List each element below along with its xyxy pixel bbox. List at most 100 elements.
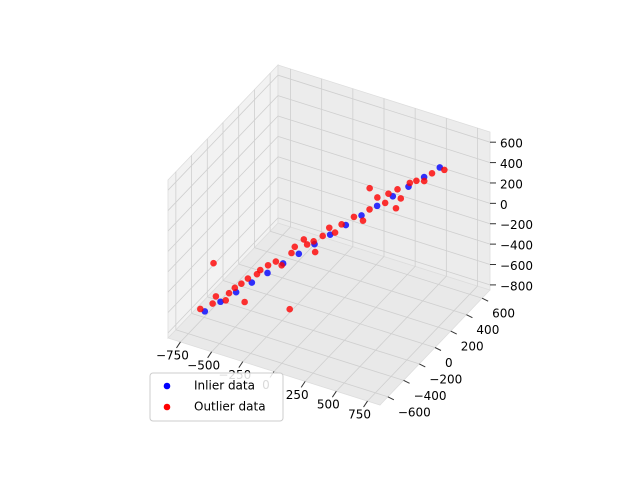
data-point (381, 199, 389, 207)
data-point (212, 293, 220, 300)
data-point (264, 261, 272, 269)
tick-mark (450, 330, 457, 335)
tick-label: 750 (348, 408, 371, 422)
grid-line (277, 115, 491, 184)
data-point (413, 177, 420, 185)
data-point (441, 166, 448, 174)
grid-line (167, 176, 279, 293)
grid-line (277, 197, 491, 265)
data-point (244, 275, 252, 282)
tick-label: 0 (500, 198, 508, 212)
data-point (222, 297, 230, 304)
data-point (272, 258, 280, 265)
data-point (325, 224, 333, 232)
data-point (300, 236, 308, 243)
data-point (217, 298, 224, 306)
data-point (373, 202, 381, 210)
legend-box (149, 372, 284, 422)
tick-label: 600 (500, 137, 523, 151)
tick-mark (403, 379, 410, 384)
data-point (338, 221, 345, 228)
data-point (331, 229, 339, 236)
grid-line (191, 312, 404, 381)
tick-mark (363, 400, 368, 408)
data-point (295, 250, 303, 258)
data-point (394, 186, 401, 193)
grid-line (277, 135, 491, 204)
data-point (392, 204, 400, 212)
grid-line (277, 95, 491, 163)
data-point (406, 179, 414, 187)
data-point (303, 241, 311, 248)
grid-line (167, 95, 279, 211)
tick-label: 400 (476, 323, 499, 337)
grid-line (254, 247, 467, 316)
data-point (248, 279, 256, 286)
data-point (278, 262, 285, 269)
data-point (210, 259, 217, 267)
legend-marker (163, 382, 171, 390)
data-point (366, 184, 373, 192)
data-point (286, 305, 294, 313)
data-point (231, 284, 239, 292)
grid-line (167, 136, 279, 252)
grid-line (175, 329, 388, 398)
grid-line (277, 156, 491, 225)
tick-mark (331, 390, 337, 398)
legend: Inlier data Outlier data (149, 372, 284, 422)
tick-label: 400 (500, 157, 523, 171)
data-point (366, 206, 373, 213)
grid-line (167, 217, 279, 334)
grid-line (167, 115, 279, 232)
tick-label: −750 (156, 348, 189, 362)
grid-line (238, 263, 451, 332)
grid-line (277, 217, 491, 286)
legend-label: Outlier data (194, 400, 266, 414)
tick-label: −800 (500, 279, 533, 293)
grid-line (207, 296, 420, 365)
data-point (310, 238, 317, 245)
grid-line (167, 74, 279, 191)
tick-mark (466, 314, 473, 319)
data-point (264, 269, 271, 277)
grid-line (167, 156, 279, 273)
grid (167, 68, 496, 408)
grid-line (277, 74, 491, 143)
tick-mark (238, 361, 244, 368)
data-point (350, 213, 358, 221)
data-point (319, 232, 327, 240)
tick-label: 250 (286, 388, 309, 402)
data-point (241, 298, 248, 306)
tick-labels: −750−500−2500250500750−600−400−200020040… (156, 137, 533, 422)
legend-marker (163, 403, 171, 411)
data-point (420, 177, 428, 185)
tick-mark (434, 347, 442, 351)
tick-label: 200 (500, 177, 523, 191)
data-point (397, 195, 405, 202)
tick-label: −600 (398, 405, 431, 419)
data-point (311, 248, 319, 256)
tick-mark (176, 341, 181, 349)
tick-label: 600 (492, 307, 515, 321)
tick-label: −500 (187, 358, 220, 372)
data-point (238, 280, 245, 287)
tick-mark (419, 363, 426, 368)
tick-label: −400 (414, 389, 447, 403)
tick-label: −200 (429, 372, 462, 386)
data-point (428, 169, 436, 177)
data-point (359, 217, 367, 224)
grid-line (167, 197, 279, 313)
grid-line (222, 280, 436, 348)
tick-label: −600 (500, 259, 533, 273)
tick-mark (207, 351, 213, 359)
tick-label: −200 (500, 218, 533, 232)
tick-label: −400 (500, 239, 533, 253)
data-point (256, 266, 264, 274)
tick-label: 0 (445, 356, 453, 370)
grid-line (277, 176, 491, 245)
data-point (225, 289, 233, 297)
data-point (209, 300, 216, 307)
data-point (374, 194, 381, 201)
tick-mark (387, 396, 395, 401)
